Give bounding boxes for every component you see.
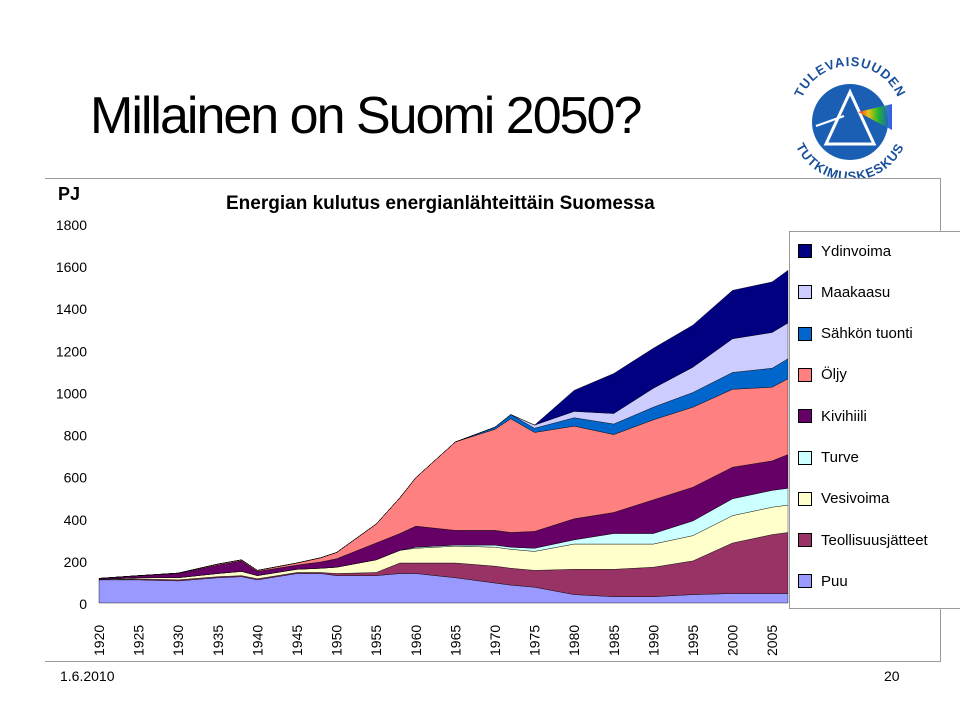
y-tick-label: 1000 xyxy=(56,385,87,401)
x-tick-label: 1970 xyxy=(487,625,503,656)
x-tick-label: 2000 xyxy=(725,625,741,656)
x-tick-label: 1980 xyxy=(566,625,582,656)
page-number: 20 xyxy=(884,668,900,684)
legend-swatch xyxy=(798,367,812,382)
x-tick-label: 1975 xyxy=(527,625,543,656)
legend-label: Öljy xyxy=(821,366,847,384)
legend-swatch xyxy=(798,533,812,548)
x-tick-label: 1985 xyxy=(606,625,622,656)
legend-label: Sähkön tuonti xyxy=(821,325,913,343)
legend-item: Maakaasu xyxy=(798,283,890,301)
x-tick-label: 2005 xyxy=(764,625,780,656)
legend-swatch xyxy=(798,450,812,465)
logo-rainbow xyxy=(858,104,892,130)
legend-swatch xyxy=(798,326,812,341)
legend-swatch xyxy=(798,409,812,424)
y-tick-label: 1400 xyxy=(56,301,87,317)
legend-label: Maakaasu xyxy=(821,283,891,301)
x-tick-label: 1990 xyxy=(645,625,661,656)
x-tick-label: 1935 xyxy=(210,625,226,656)
legend-item: Ydinvoima xyxy=(798,242,891,260)
legend-label: Ydinvoima xyxy=(821,242,892,260)
area-series-8 xyxy=(98,269,789,579)
x-tick-label: 1920 xyxy=(91,625,107,656)
legend-label: Turve xyxy=(821,449,859,466)
logo-circle xyxy=(812,84,888,160)
logo: TULEVAISUUDEN TUTKIMUSKESKUS xyxy=(770,40,930,190)
legend-item: Sähkön tuonti xyxy=(798,325,913,343)
x-tick-label: 1960 xyxy=(408,625,424,656)
y-tick-label: 0 xyxy=(79,596,87,612)
legend-swatch xyxy=(798,285,812,300)
legend-item: Puu xyxy=(798,572,848,590)
y-tick-label: 400 xyxy=(64,512,88,528)
legend-item: Teollisuusjätteet xyxy=(798,531,928,549)
y-tick-label: 1600 xyxy=(56,259,87,275)
legend-item: Vesivoima xyxy=(798,490,889,508)
x-tick-label: 1940 xyxy=(249,625,265,656)
logo-light-beam xyxy=(815,115,845,127)
y-tick-label: 1800 xyxy=(56,217,87,233)
prism-triangle-logo-icon: TULEVAISUUDEN TUTKIMUSKESKUS xyxy=(791,54,908,184)
legend-item: Kivihiili xyxy=(798,407,867,425)
chart-legend: Ydinvoima Maakaasu Sähkön tuonti Öljy Kivihi… xyxy=(789,231,960,609)
y-tick-label: 1200 xyxy=(56,343,87,359)
y-tick-label: 600 xyxy=(64,470,88,486)
x-tick-label: 1955 xyxy=(368,625,384,656)
legend-swatch xyxy=(798,574,812,589)
legend-swatch xyxy=(798,491,812,506)
footer-date: 1.6.2010 xyxy=(60,668,115,684)
chart-title: Energian kulutus energianlähteittäin Suo… xyxy=(226,193,655,214)
y-tick-label: 800 xyxy=(64,428,88,444)
legend-item: Turve xyxy=(798,449,859,467)
slide-title: Millainen on Suomi 2050? xyxy=(90,87,642,145)
y-tick-label: 200 xyxy=(64,554,88,570)
y-axis-unit-label: PJ xyxy=(58,184,81,204)
legend-swatch xyxy=(798,244,812,258)
legend-item: Öljy xyxy=(798,366,847,384)
legend-label: Vesivoima xyxy=(821,490,890,508)
x-tick-label: 1945 xyxy=(289,625,305,656)
legend-label: Kivihiili xyxy=(821,407,867,425)
x-tick-label: 1965 xyxy=(447,625,463,656)
x-tick-label: 1950 xyxy=(329,625,345,656)
legend-label: Puu xyxy=(821,572,848,590)
x-tick-label: 1930 xyxy=(170,625,186,656)
x-tick-label: 1995 xyxy=(685,625,701,656)
x-tick-label: 1925 xyxy=(131,625,147,656)
legend-label: Teollisuusjätteet xyxy=(821,531,928,549)
